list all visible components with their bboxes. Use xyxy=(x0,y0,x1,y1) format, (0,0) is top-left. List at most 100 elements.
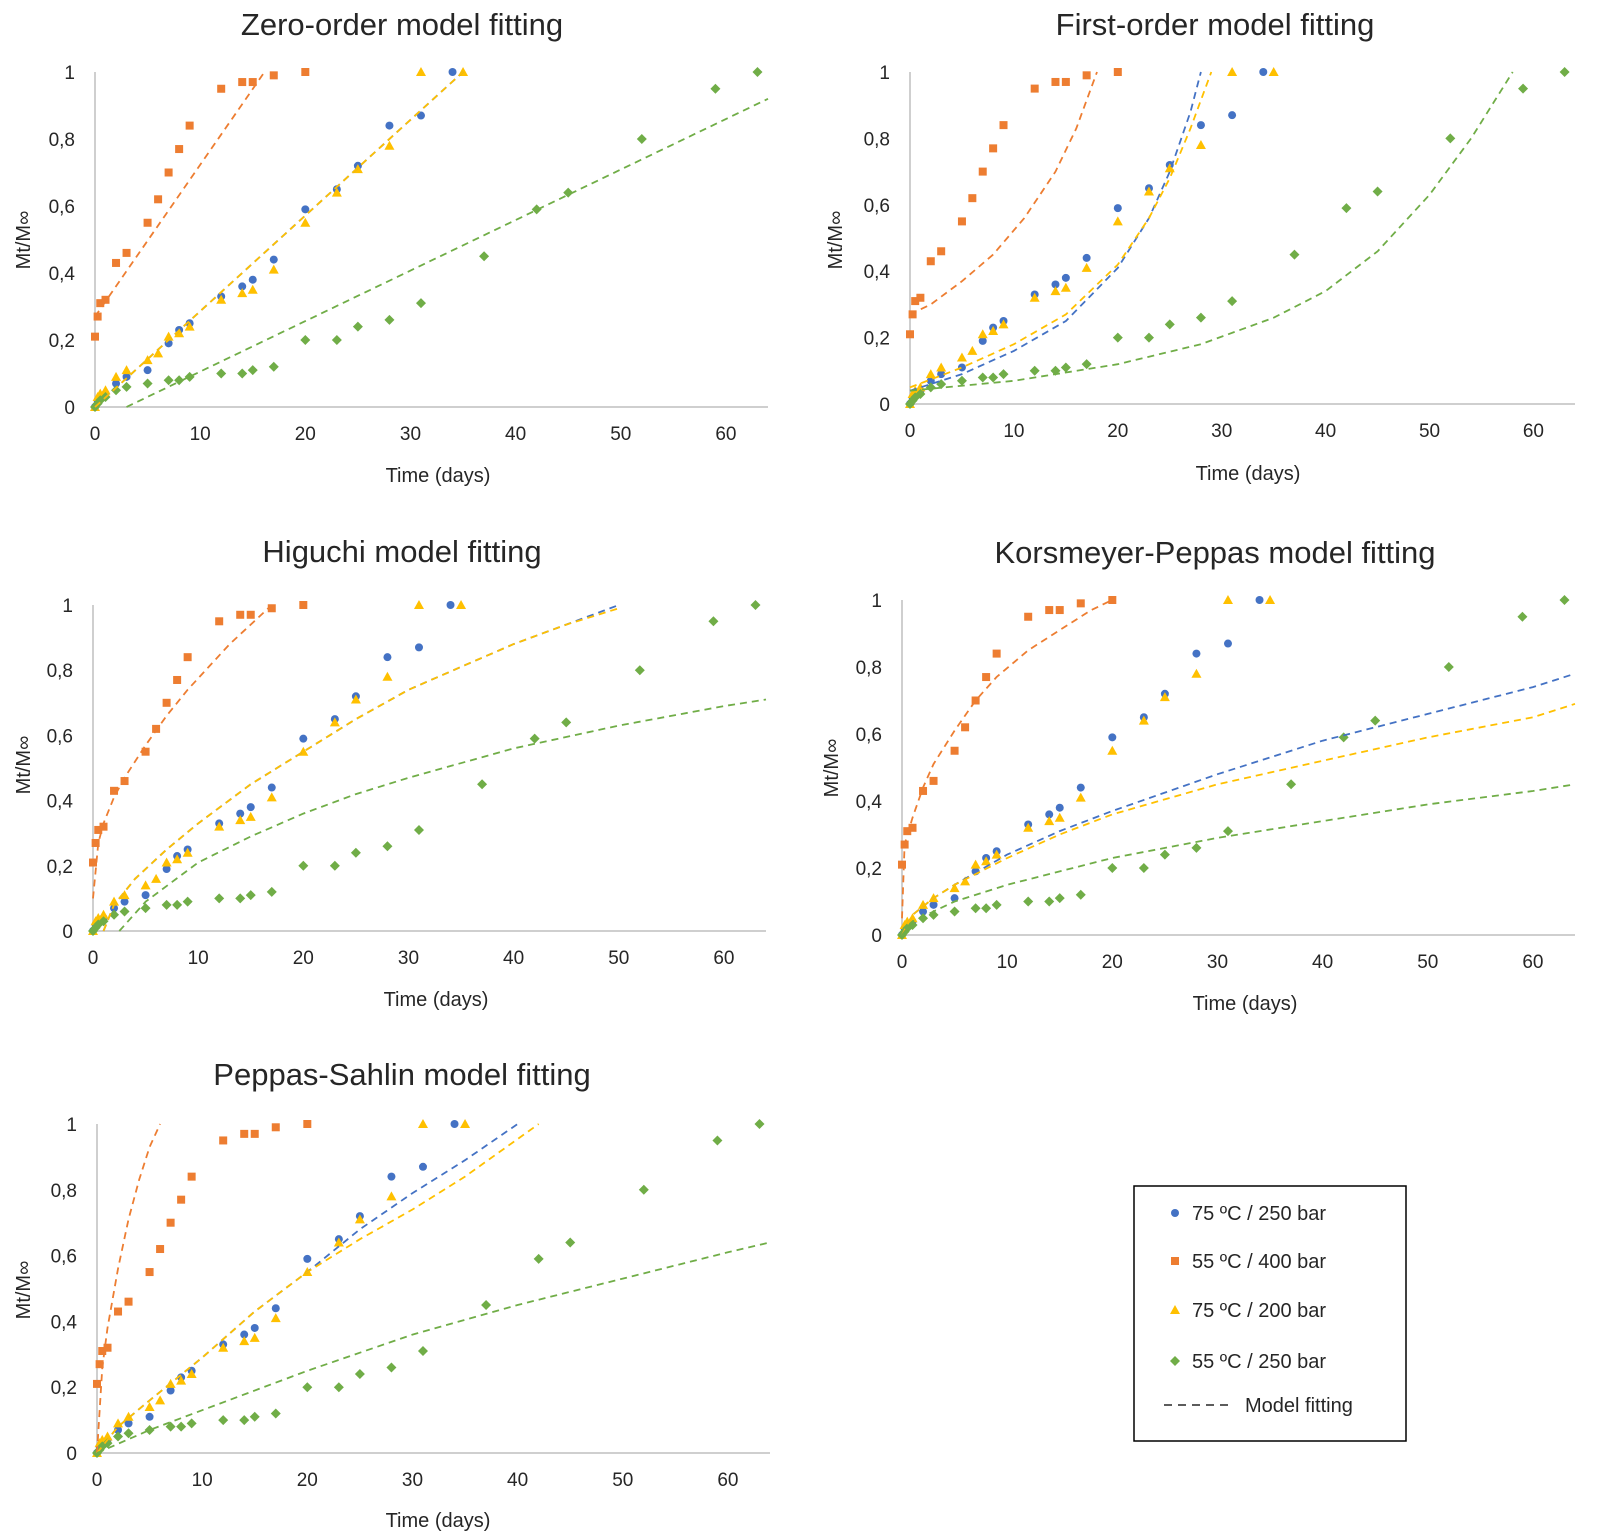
x-tick-label: 40 xyxy=(1312,952,1333,973)
data-point xyxy=(176,1421,187,1432)
x-tick-label: 30 xyxy=(1211,421,1232,442)
y-axis-label: Mt/M∞ xyxy=(821,739,843,798)
data-point xyxy=(1286,779,1297,790)
x-tick-label: 10 xyxy=(190,424,211,445)
data-point xyxy=(752,67,763,77)
data-point xyxy=(141,891,150,900)
y-tick-label: 0,6 xyxy=(49,197,75,218)
x-tick-label: 60 xyxy=(715,424,736,445)
x-axis-label: Time (days) xyxy=(1193,993,1298,1015)
data-point xyxy=(333,1237,344,1247)
x-tick-label: 0 xyxy=(92,1470,103,1491)
data-point xyxy=(95,1360,104,1369)
x-tick-label: 50 xyxy=(1417,952,1438,973)
data-point xyxy=(219,1136,228,1145)
data-point xyxy=(124,1297,133,1306)
data-point xyxy=(1076,783,1085,792)
x-tick-label: 60 xyxy=(713,948,734,969)
data-point xyxy=(925,369,936,379)
data-point xyxy=(142,378,153,389)
data-point xyxy=(1159,692,1170,702)
data-point xyxy=(303,1254,312,1263)
data-point xyxy=(109,896,120,906)
data-point xyxy=(956,375,967,386)
data-point xyxy=(101,295,110,304)
data-point xyxy=(140,903,151,914)
chart-title: Korsmeyer-Peppas model fitting xyxy=(994,535,1435,570)
x-tick-label: 20 xyxy=(293,948,314,969)
data-point xyxy=(1023,822,1034,832)
fit-line xyxy=(118,698,767,932)
data-point xyxy=(988,372,999,383)
data-point xyxy=(109,909,120,920)
y-tick-label: 0,4 xyxy=(49,264,76,285)
data-point xyxy=(114,1307,123,1316)
data-point xyxy=(1045,810,1054,819)
legend: 75 ºC / 250 bar 55 ºC / 400 bar 75 ºC / … xyxy=(1133,1185,1407,1442)
data-point xyxy=(1107,863,1118,873)
data-point xyxy=(93,312,102,321)
data-point xyxy=(450,1120,459,1128)
data-point xyxy=(971,696,980,705)
data-point xyxy=(331,335,342,345)
data-point xyxy=(531,204,542,215)
data-point xyxy=(123,1411,134,1421)
data-point xyxy=(352,321,363,332)
data-point xyxy=(1227,67,1238,76)
data-point xyxy=(238,78,247,87)
data-point xyxy=(386,1362,397,1373)
data-point xyxy=(142,355,153,365)
data-point xyxy=(460,1119,471,1128)
data-point xyxy=(446,601,455,609)
data-point xyxy=(710,83,721,94)
data-point xyxy=(907,919,918,930)
data-point xyxy=(911,297,920,306)
data-point xyxy=(1228,111,1237,120)
data-point xyxy=(145,1412,154,1421)
data-point xyxy=(916,293,925,302)
data-point xyxy=(153,348,164,358)
data-point xyxy=(565,1237,576,1248)
data-point xyxy=(477,779,488,790)
data-point xyxy=(413,824,424,835)
data-point xyxy=(184,321,195,331)
y-tick-label: 0,8 xyxy=(856,658,882,679)
data-point xyxy=(1192,649,1201,658)
data-point xyxy=(1029,365,1040,376)
data-point xyxy=(418,1162,427,1171)
data-point xyxy=(385,121,394,130)
data-point xyxy=(91,838,100,847)
legend-label: 75 ºC / 200 bar xyxy=(1192,1300,1326,1322)
data-point xyxy=(269,255,278,264)
data-point xyxy=(977,329,988,339)
data-point xyxy=(903,827,912,836)
data-point xyxy=(239,1336,250,1346)
data-point xyxy=(1143,186,1154,196)
y-axis-label: Mt/M∞ xyxy=(13,211,35,270)
x-tick-label: 20 xyxy=(297,1470,318,1491)
data-point xyxy=(1075,889,1086,900)
data-point xyxy=(1289,249,1300,260)
data-point xyxy=(119,906,130,917)
data-point xyxy=(238,282,247,291)
data-point xyxy=(1191,668,1202,678)
data-point xyxy=(1259,68,1268,76)
data-point xyxy=(161,857,172,867)
data-point xyxy=(215,617,224,626)
data-point xyxy=(98,916,109,927)
triangle-marker-icon xyxy=(1170,1305,1180,1314)
data-point xyxy=(96,299,105,308)
data-point xyxy=(898,860,906,869)
data-point xyxy=(1195,140,1206,150)
data-point xyxy=(1138,715,1149,725)
x-tick-label: 40 xyxy=(1315,421,1336,442)
data-point xyxy=(112,379,121,388)
data-point xyxy=(268,361,279,372)
fit-line xyxy=(96,1123,161,1454)
data-point xyxy=(1222,826,1233,837)
data-point xyxy=(1108,733,1117,742)
data-point xyxy=(89,858,97,867)
data-point xyxy=(957,217,966,226)
fit-line xyxy=(909,71,1098,316)
